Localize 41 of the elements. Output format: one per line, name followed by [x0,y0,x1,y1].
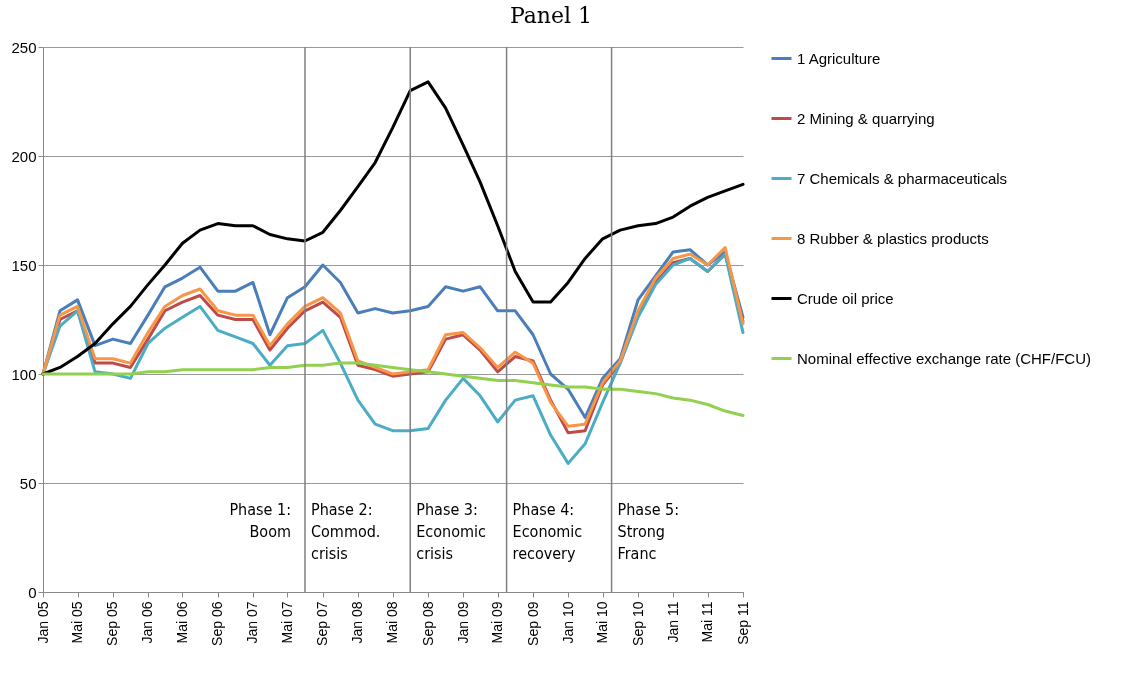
chart-title: Panel 1 [509,3,593,28]
legend-label: 1 Agriculture [797,49,881,67]
legend-label: 7 Chemicals & pharmaceuticals [797,169,1008,187]
y-tick-label: 150 [11,256,37,274]
x-tick-label: Mai 08 [384,601,401,644]
annotation: Phase 3: Economic crisis [416,500,487,563]
y-tick-label: 50 [19,474,37,492]
annotation: Phase 2: Commod. crisis [311,500,381,563]
x-tick-label: Mai 05 [69,601,86,644]
x-tick-label: Mai 10 [594,601,611,644]
x-tick-label: Sep 10 [629,601,646,646]
x-tick-label: Sep 05 [104,601,121,646]
y-tick-label: 0 [28,583,37,601]
x-tick-label: Jan 07 [244,601,261,644]
x-tick-label: Jan 11 [664,601,681,643]
x-tick-label: Mai 07 [278,601,295,644]
y-tick-label: 200 [11,147,37,165]
x-tick-label: Mai 06 [173,601,190,644]
x-tick-label: Jan 10 [559,601,576,644]
legend-label: Crude oil price [797,289,894,307]
x-tick-label: Sep 08 [419,601,436,646]
y-tick-label: 250 [11,38,37,56]
annotation: Phase 5: Strong Franc [617,500,680,563]
x-tick-label: Jan 08 [349,601,366,644]
line-series [41,361,745,417]
annotation: Phase 1: Boom [229,500,291,541]
x-tick-label: Sep 09 [524,601,541,646]
legend-label: 8 Rubber & plastics products [797,229,989,247]
x-tick-label: Mai 11 [699,601,716,643]
x-tick-label: Sep 11 [734,601,751,645]
x-tick-label: Jan 05 [34,601,51,644]
x-tick-label: Sep 06 [209,601,226,646]
y-tick-label: 100 [11,365,37,383]
x-tick-label: Jan 06 [139,601,156,644]
x-tick-label: Jan 09 [454,601,471,644]
line-series [41,80,745,376]
legend-label: Nominal effective exchange rate (CHF/FCU) [797,349,1091,367]
x-tick-label: Mai 09 [489,601,506,644]
x-tick-label: Sep 07 [314,601,331,646]
annotation: Phase 4: Economic recovery [512,500,583,563]
legend-label: 2 Mining & quarrying [797,109,935,127]
